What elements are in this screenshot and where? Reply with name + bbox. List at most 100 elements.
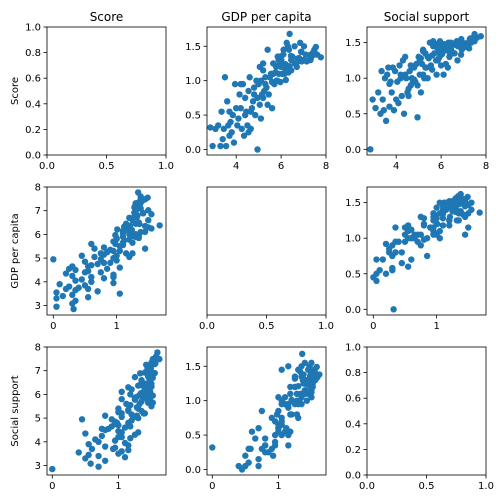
scatter-point	[420, 236, 428, 243]
scatter-point	[107, 259, 114, 267]
scatter-point	[285, 363, 292, 370]
scatter-point	[285, 400, 292, 408]
scatter-point	[454, 43, 462, 50]
scatter-point	[291, 383, 299, 391]
scatter-point	[370, 274, 377, 281]
scatter-point	[424, 75, 431, 82]
scatter-point	[95, 463, 102, 470]
y-tick-label: 0.5	[345, 109, 361, 120]
axes-frame	[46, 186, 167, 316]
scatter-point	[309, 373, 316, 380]
scatter-point	[373, 256, 380, 263]
scatter-point	[156, 222, 163, 229]
scatter-point	[416, 57, 423, 64]
scatter-point	[300, 56, 307, 64]
scatter-point	[252, 435, 259, 442]
scatter-point	[379, 256, 387, 263]
scatter-point	[461, 231, 469, 238]
scatter-point	[285, 442, 292, 449]
scatter-point	[250, 84, 258, 91]
scatter-point	[122, 226, 130, 233]
scatter-point	[88, 273, 95, 281]
scatter-point	[75, 449, 82, 456]
scatter-point	[113, 419, 121, 427]
scatter-point	[140, 410, 147, 417]
x-tick-label: 0.0	[359, 481, 375, 492]
column-title: Score	[90, 10, 124, 24]
scatter-point	[50, 256, 57, 263]
scatter-point	[476, 209, 483, 216]
y-tick-label: 1.5	[345, 38, 361, 49]
scatter-point	[118, 433, 125, 441]
scatter-point	[417, 213, 424, 221]
scatter-point	[287, 428, 294, 435]
scatter-point	[56, 280, 63, 288]
subplot-r0-c2: 4 6 8 0.0 0.5 1.0 1.5 Social support	[345, 10, 489, 172]
scatter-point	[382, 117, 390, 125]
scatter-point	[250, 91, 258, 98]
scatter-point	[423, 252, 431, 260]
scatter-point	[131, 413, 139, 421]
scatter-point	[219, 135, 226, 143]
scatter-point	[262, 80, 269, 88]
scatter-point	[293, 63, 301, 71]
scatter-point	[288, 67, 295, 74]
scatter-point	[395, 238, 402, 245]
scatter-point	[138, 376, 145, 384]
scatter-point	[454, 57, 461, 64]
scatter-point	[378, 67, 385, 75]
scatter-point	[401, 231, 409, 238]
scatter-point	[455, 217, 462, 224]
scatter-point	[367, 146, 374, 153]
scatter-point	[131, 213, 138, 220]
y-tick-label: 4	[35, 437, 41, 448]
scatter-point	[382, 270, 390, 277]
scatter-point	[248, 428, 256, 435]
scatter-point	[407, 62, 414, 69]
scatter-point	[218, 108, 225, 115]
scatter-point	[275, 421, 282, 428]
x-tick-label: 4	[233, 161, 239, 172]
scatter-point	[119, 239, 127, 246]
scatter-point	[293, 390, 301, 397]
y-tick-label: 3	[35, 461, 41, 472]
scatter-point	[131, 394, 139, 402]
scatter-point	[226, 132, 233, 139]
scatter-point	[430, 217, 437, 224]
scatter-point	[287, 383, 294, 391]
scatter-point	[237, 105, 244, 112]
scatter-point	[271, 438, 279, 446]
scatter-point	[254, 146, 261, 153]
y-tick-label: 8	[35, 183, 41, 194]
scatter-point	[276, 53, 284, 60]
scatter-point	[428, 66, 436, 73]
scatter-point	[95, 452, 102, 460]
scatter-point	[430, 231, 437, 238]
scatter-point	[446, 217, 453, 224]
scatter-point	[149, 392, 156, 399]
scatter-point	[283, 39, 290, 47]
scatter-point	[287, 411, 294, 418]
scatter-point	[430, 43, 437, 50]
scatter-point	[128, 386, 135, 393]
scatter-point	[439, 203, 447, 210]
x-tick-label: 0.5	[259, 321, 275, 332]
scatter-point	[78, 252, 86, 259]
row-y-label: Social support	[10, 375, 21, 446]
scatter-point	[437, 62, 445, 69]
scatter-point	[256, 101, 263, 108]
scatter-point	[436, 235, 443, 242]
scatter-point	[53, 289, 60, 296]
x-tick-label: 1	[433, 321, 439, 332]
scatter-point	[303, 397, 311, 404]
y-tick-label: 0.5	[185, 431, 201, 442]
scatter-point	[278, 366, 285, 373]
y-tick-label: 0.5	[185, 111, 201, 122]
scatter-point	[385, 64, 392, 71]
scatter-point	[436, 227, 443, 235]
y-tick-label: 0.4	[25, 99, 41, 110]
scatter-point	[121, 424, 129, 431]
scatter-point	[81, 269, 89, 276]
scatter-point	[244, 122, 251, 129]
